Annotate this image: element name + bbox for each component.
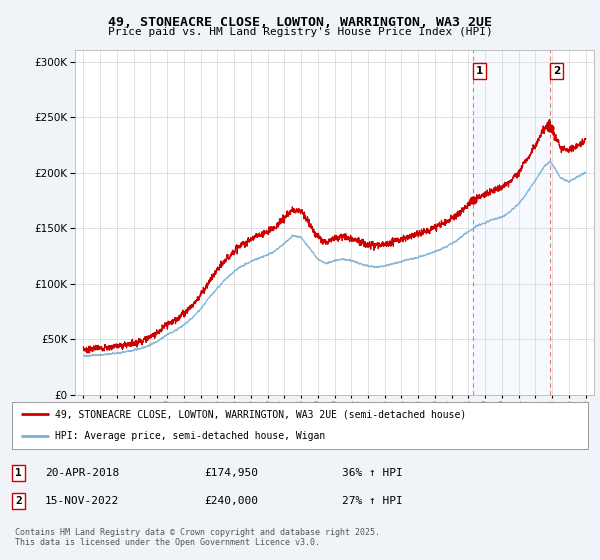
Text: 49, STONEACRE CLOSE, LOWTON, WARRINGTON, WA3 2UE: 49, STONEACRE CLOSE, LOWTON, WARRINGTON,… [108,16,492,29]
Text: 15-NOV-2022: 15-NOV-2022 [45,496,119,506]
Text: 20-APR-2018: 20-APR-2018 [45,468,119,478]
Text: 2: 2 [15,496,22,506]
Text: 49, STONEACRE CLOSE, LOWTON, WARRINGTON, WA3 2UE (semi-detached house): 49, STONEACRE CLOSE, LOWTON, WARRINGTON,… [55,409,466,419]
Text: 2: 2 [553,66,560,76]
Text: 1: 1 [15,468,22,478]
Text: HPI: Average price, semi-detached house, Wigan: HPI: Average price, semi-detached house,… [55,431,325,441]
Bar [473,50,550,395]
Text: £240,000: £240,000 [204,496,258,506]
Text: 27% ↑ HPI: 27% ↑ HPI [342,496,403,506]
Text: £174,950: £174,950 [204,468,258,478]
Text: Price paid vs. HM Land Registry's House Price Index (HPI): Price paid vs. HM Land Registry's House … [107,27,493,38]
Text: 1: 1 [476,66,483,76]
Text: Contains HM Land Registry data © Crown copyright and database right 2025.
This d: Contains HM Land Registry data © Crown c… [15,528,380,547]
Text: 36% ↑ HPI: 36% ↑ HPI [342,468,403,478]
